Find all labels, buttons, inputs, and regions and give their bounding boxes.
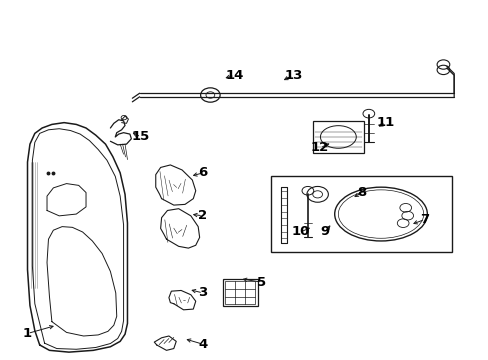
Bar [222, 279, 257, 306]
Text: 2: 2 [198, 210, 207, 222]
Text: 5: 5 [257, 276, 265, 289]
Text: 8: 8 [356, 186, 366, 199]
Text: 10: 10 [291, 225, 309, 238]
Text: 12: 12 [310, 141, 328, 154]
Text: 3: 3 [198, 287, 207, 300]
Text: 1: 1 [23, 327, 32, 340]
Text: 4: 4 [198, 338, 207, 351]
Text: 15: 15 [132, 130, 150, 144]
Text: 14: 14 [225, 69, 244, 82]
Bar [225, 282, 254, 304]
Text: 13: 13 [284, 69, 302, 82]
Bar [312, 121, 363, 153]
Bar [271, 176, 451, 252]
Text: 9: 9 [320, 225, 329, 238]
Text: 11: 11 [376, 116, 394, 129]
Text: 7: 7 [420, 213, 428, 226]
Text: 6: 6 [198, 166, 207, 179]
